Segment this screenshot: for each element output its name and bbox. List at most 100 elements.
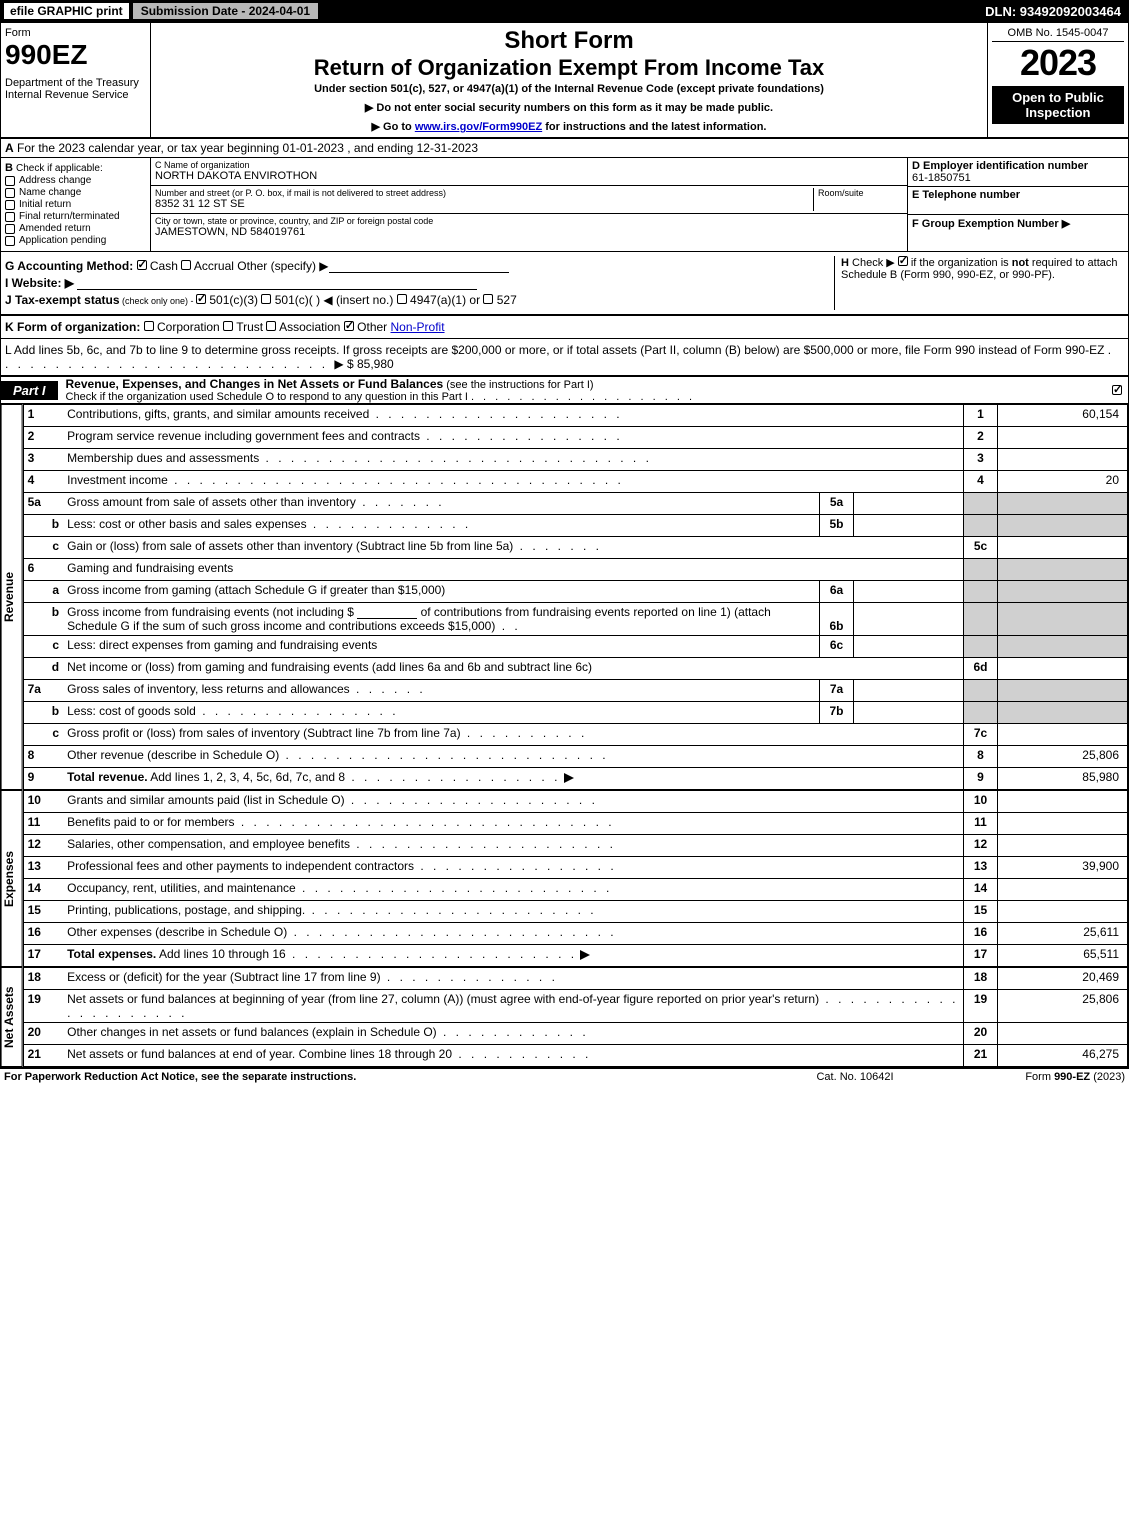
chk-schedule-b[interactable] xyxy=(898,256,908,266)
chk-trust[interactable] xyxy=(223,321,233,331)
table-row: b Less: cost or other basis and sales ex… xyxy=(23,515,1127,537)
footer-left: For Paperwork Reduction Act Notice, see … xyxy=(4,1071,765,1083)
form-number: 990EZ xyxy=(5,39,146,71)
table-row: c Gross profit or (loss) from sales of i… xyxy=(23,724,1127,746)
arrow-icon xyxy=(580,950,590,960)
table-row: 5a Gross amount from sale of assets othe… xyxy=(23,493,1127,515)
table-row: 19 Net assets or fund balances at beginn… xyxy=(23,990,1127,1023)
chk-501c[interactable] xyxy=(261,294,271,304)
arrow-icon xyxy=(564,773,574,783)
amt-17: 65,511 xyxy=(998,945,1128,967)
year-box: OMB No. 1545-0047 2023 Open to Public In… xyxy=(988,23,1128,137)
form-container: Form 990EZ Department of the Treasury In… xyxy=(0,22,1129,1068)
table-row: 20 Other changes in net assets or fund b… xyxy=(23,1023,1127,1045)
amt-6d xyxy=(998,658,1128,680)
amt-1: 60,154 xyxy=(998,405,1128,427)
chk-application-pending[interactable]: Application pending xyxy=(5,235,146,246)
table-row: d Net income or (loss) from gaming and f… xyxy=(23,658,1127,680)
chk-4947[interactable] xyxy=(397,294,407,304)
city: JAMESTOWN, ND 584019761 xyxy=(155,226,903,238)
table-row: 7a Gross sales of inventory, less return… xyxy=(23,680,1127,702)
amt-14 xyxy=(998,879,1128,901)
ghi-block: G Accounting Method: Cash Accrual Other … xyxy=(1,252,1128,315)
amt-13: 39,900 xyxy=(998,857,1128,879)
amt-5c xyxy=(998,537,1128,559)
table-row: 15 Printing, publications, postage, and … xyxy=(23,901,1127,923)
org-name: NORTH DAKOTA ENVIROTHON xyxy=(155,170,903,182)
irs-label: Internal Revenue Service xyxy=(5,89,146,101)
revenue-section: Revenue 1 Contributions, gifts, grants, … xyxy=(1,404,1128,790)
amt-15 xyxy=(998,901,1128,923)
chk-address-change[interactable]: Address change xyxy=(5,175,146,186)
table-row: c Less: direct expenses from gaming and … xyxy=(23,636,1127,658)
table-row: 10 Grants and similar amounts paid (list… xyxy=(23,791,1127,813)
amt-8: 25,806 xyxy=(998,746,1128,768)
amt-3 xyxy=(998,449,1128,471)
amt-20 xyxy=(998,1023,1128,1045)
public-badge: Open to Public Inspection xyxy=(992,86,1124,124)
phone-block: E Telephone number xyxy=(908,187,1128,215)
amt-12 xyxy=(998,835,1128,857)
instr-2: ▶ Go to www.irs.gov/Form990EZ for instru… xyxy=(161,120,977,133)
chk-final-return[interactable]: Final return/terminated xyxy=(5,211,146,222)
info-row: B Check if applicable: Address change Na… xyxy=(1,158,1128,252)
street: 8352 31 12 ST SE xyxy=(155,198,813,210)
amt-7c xyxy=(998,724,1128,746)
omb-label: OMB No. 1545-0047 xyxy=(992,27,1124,42)
table-row: 1 Contributions, gifts, grants, and simi… xyxy=(23,405,1127,427)
line-g: G Accounting Method: Cash Accrual Other … xyxy=(5,259,834,273)
table-row: 17 Total expenses. Add lines 10 through … xyxy=(23,945,1127,967)
amt-2 xyxy=(998,427,1128,449)
line-k: K Form of organization: Corporation Trus… xyxy=(1,315,1128,339)
table-row: 16 Other expenses (describe in Schedule … xyxy=(23,923,1127,945)
tax-year: 2023 xyxy=(992,42,1124,84)
group-exemption-block: F Group Exemption Number ▶ xyxy=(908,215,1128,243)
chk-other-org[interactable] xyxy=(344,321,354,331)
org-name-block: C Name of organization NORTH DAKOTA ENVI… xyxy=(151,158,907,186)
line-l: L Add lines 5b, 6c, and 7b to line 9 to … xyxy=(1,339,1128,376)
subtitle: Under section 501(c), 527, or 4947(a)(1)… xyxy=(161,83,977,95)
table-row: 21 Net assets or fund balances at end of… xyxy=(23,1045,1127,1067)
chk-name-change[interactable]: Name change xyxy=(5,187,146,198)
main-title: Return of Organization Exempt From Incom… xyxy=(161,55,977,81)
chk-association[interactable] xyxy=(266,321,276,331)
chk-initial-return[interactable]: Initial return xyxy=(5,199,146,210)
expenses-section: Expenses 10 Grants and similar amounts p… xyxy=(1,790,1128,967)
line-h: H Check ▶ if the organization is not req… xyxy=(834,256,1124,310)
footer-mid: Cat. No. 10642I xyxy=(765,1071,945,1083)
chk-501c3[interactable] xyxy=(196,294,206,304)
amt-21: 46,275 xyxy=(998,1045,1128,1067)
amt-10 xyxy=(998,791,1128,813)
part-i-header: Part I Revenue, Expenses, and Changes in… xyxy=(1,376,1128,404)
col-b: B Check if applicable: Address change Na… xyxy=(1,158,151,251)
street-block: Number and street (or P. O. box, if mail… xyxy=(151,186,907,214)
table-row: 6 Gaming and fundraising events xyxy=(23,559,1127,581)
chk-corporation[interactable] xyxy=(144,321,154,331)
amt-4: 20 xyxy=(998,471,1128,493)
expenses-table: 10 Grants and similar amounts paid (list… xyxy=(23,790,1128,967)
irs-link[interactable]: www.irs.gov/Form990EZ xyxy=(415,121,542,133)
chk-cash[interactable] xyxy=(137,260,147,270)
dln-label: DLN: 93492092003464 xyxy=(985,4,1125,19)
form-box: Form 990EZ Department of the Treasury In… xyxy=(1,23,151,137)
revenue-side-label: Revenue xyxy=(1,404,23,790)
amt-9: 85,980 xyxy=(998,768,1128,790)
chk-schedule-o[interactable] xyxy=(1112,385,1122,395)
table-row: b Gross income from fundraising events (… xyxy=(23,603,1127,636)
table-row: 9 Total revenue. Total revenue. Add line… xyxy=(23,768,1127,790)
topbar: efile GRAPHIC print Submission Date - 20… xyxy=(0,0,1129,22)
chk-527[interactable] xyxy=(483,294,493,304)
table-row: c Gain or (loss) from sale of assets oth… xyxy=(23,537,1127,559)
table-row: b Less: cost of goods sold . . . . . . .… xyxy=(23,702,1127,724)
chk-accrual[interactable] xyxy=(181,260,191,270)
netassets-section: Net Assets 18 Excess or (deficit) for th… xyxy=(1,967,1128,1067)
form-word: Form xyxy=(5,27,146,39)
footer: For Paperwork Reduction Act Notice, see … xyxy=(0,1068,1129,1085)
table-row: a Gross income from gaming (attach Sched… xyxy=(23,581,1127,603)
table-row: 14 Occupancy, rent, utilities, and maint… xyxy=(23,879,1127,901)
table-row: 12 Salaries, other compensation, and emp… xyxy=(23,835,1127,857)
efile-label: efile GRAPHIC print xyxy=(4,3,129,19)
title-box: Short Form Return of Organization Exempt… xyxy=(151,23,988,137)
other-org-value: Non-Profit xyxy=(391,320,445,334)
chk-amended-return[interactable]: Amended return xyxy=(5,223,146,234)
